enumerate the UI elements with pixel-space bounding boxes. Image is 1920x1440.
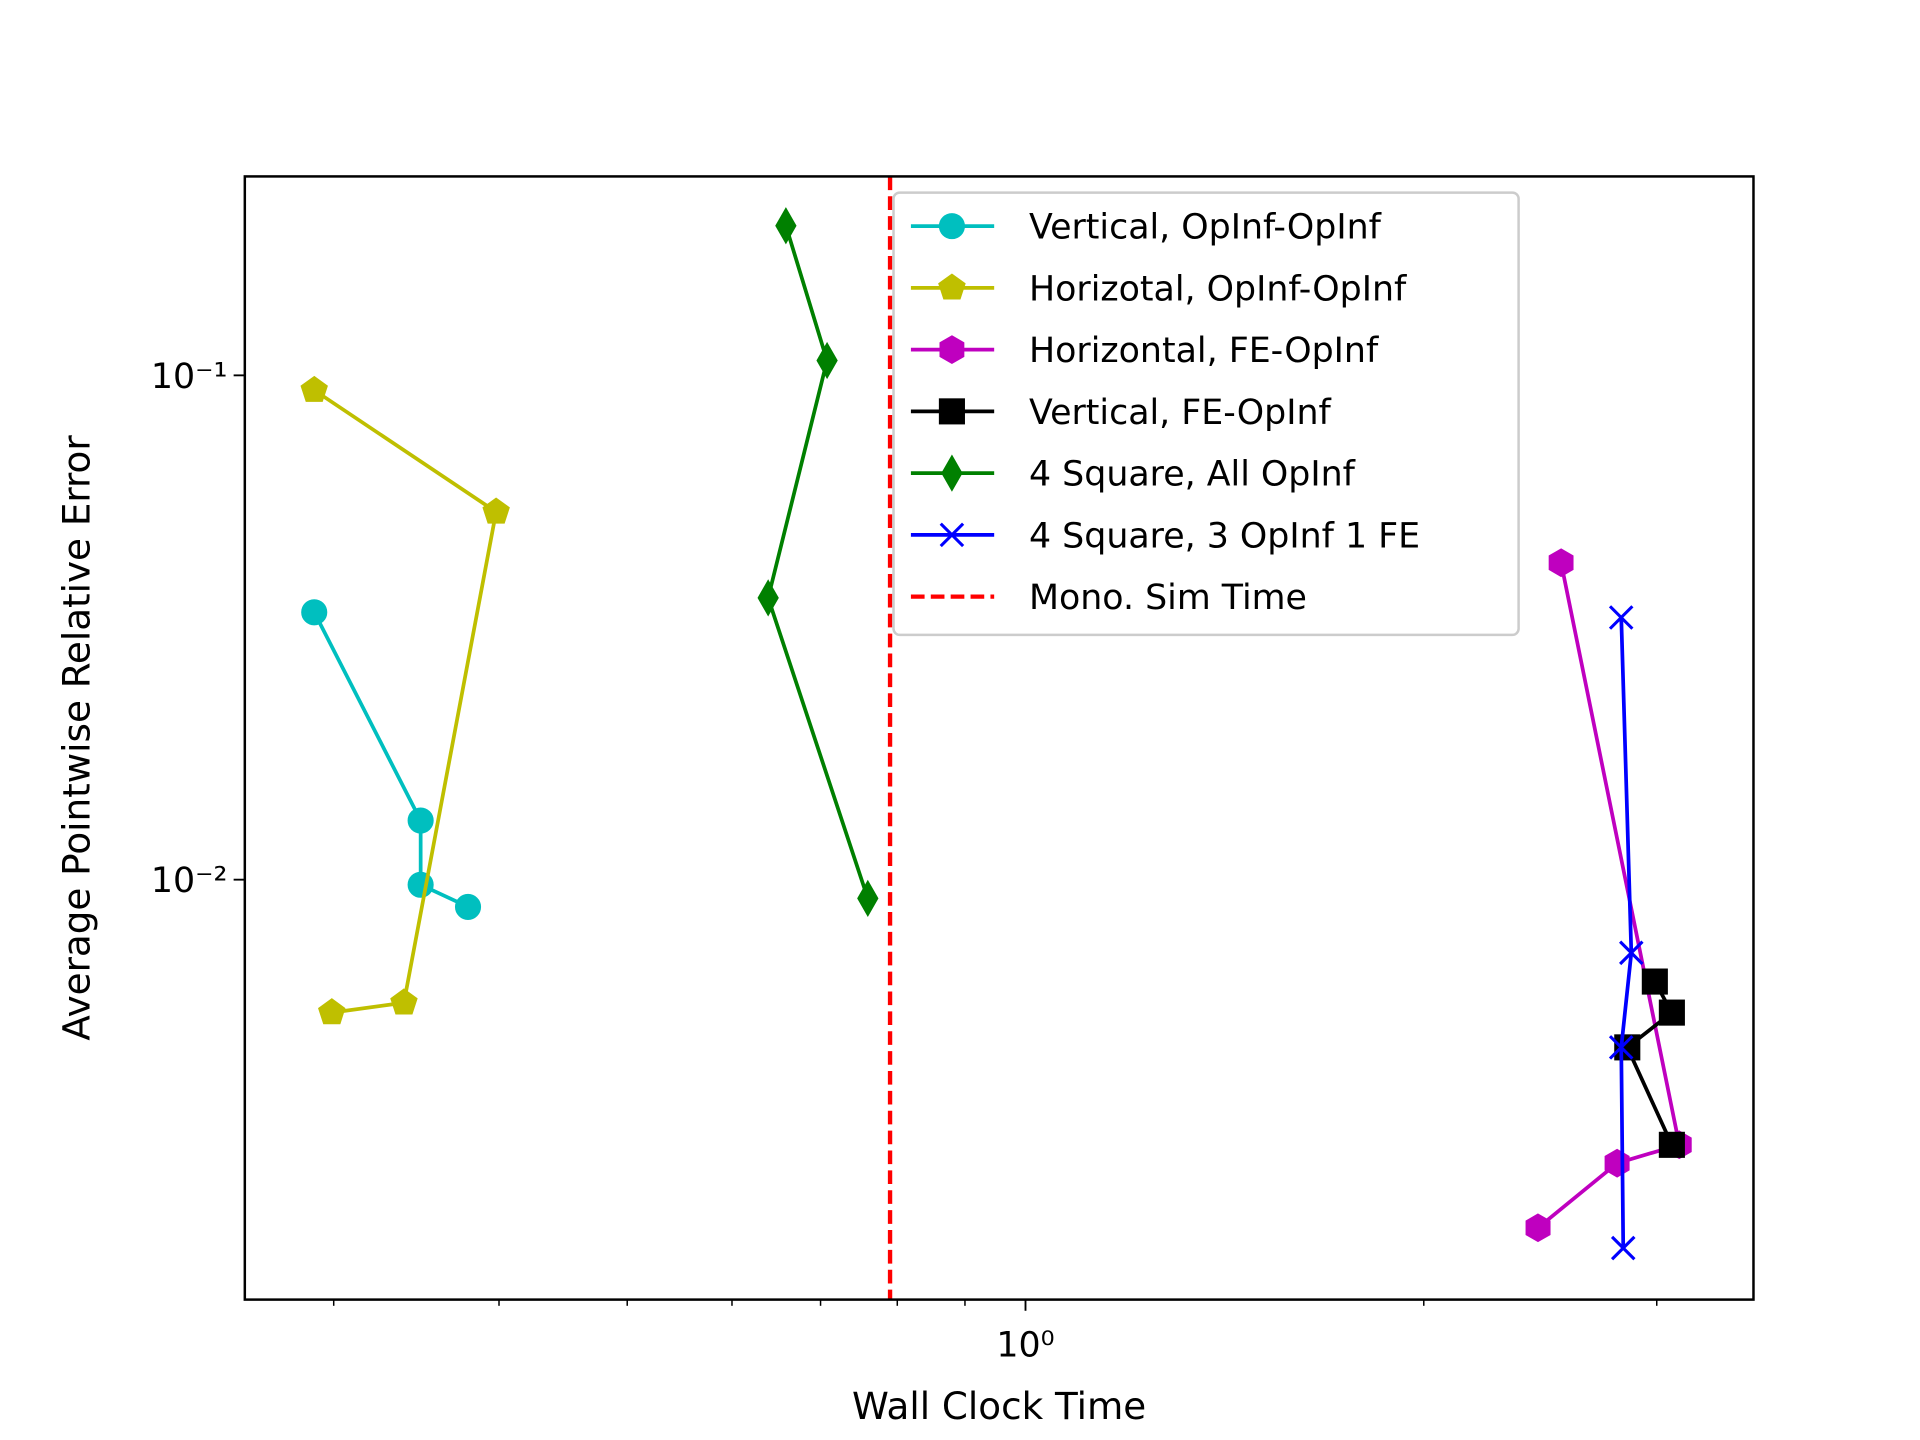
y-tick-label: 10⁻¹ — [151, 357, 228, 397]
marker — [1610, 1235, 1636, 1261]
y-tick-label: 10⁻² — [151, 861, 228, 901]
marker — [1548, 548, 1574, 578]
legend-label: Mono. Sim Time — [1029, 578, 1307, 618]
marker — [300, 375, 328, 402]
marker — [1641, 968, 1668, 995]
legend-marker — [941, 454, 963, 492]
series-line — [1536, 562, 1682, 1230]
marker — [1525, 1213, 1551, 1243]
marker — [454, 893, 482, 920]
marker — [390, 988, 418, 1015]
marker — [757, 579, 779, 617]
y-axis-label: Average Pointwise Relative Error — [54, 435, 98, 1041]
marker — [482, 497, 510, 524]
legend-label: 4 Square, All OpInf — [1029, 455, 1356, 495]
legend-label: Horizontal, FE-OpInf — [1029, 331, 1379, 371]
plot-area — [300, 176, 1692, 1300]
legend-label: Vertical, FE-OpInf — [1029, 393, 1332, 433]
legend-label: Horizotal, OpInf-OpInf — [1029, 269, 1407, 309]
marker — [301, 599, 328, 626]
legend-marker — [939, 522, 965, 548]
series-line — [1625, 980, 1675, 1146]
marker — [857, 879, 879, 918]
marker — [1658, 999, 1685, 1026]
x-axis-label: Wall Clock Time — [852, 1384, 1146, 1428]
series-line — [766, 225, 870, 900]
legend-marker — [939, 335, 965, 365]
marker — [816, 341, 838, 380]
x-tick-label: 10⁰ — [996, 1326, 1054, 1366]
marker — [1619, 940, 1644, 966]
marker — [1608, 605, 1634, 630]
legend-marker — [938, 273, 966, 300]
marker — [1614, 1034, 1641, 1061]
legend-marker — [938, 398, 965, 425]
legend-marker — [938, 213, 965, 240]
legend-box — [892, 191, 1520, 637]
marker — [1658, 1131, 1685, 1158]
legend-label: 4 Square, 3 OpInf 1 FE — [1029, 516, 1420, 556]
marker — [1608, 1035, 1634, 1060]
series-line — [313, 388, 499, 1015]
marker — [318, 998, 346, 1025]
marker — [775, 207, 797, 245]
series-line — [312, 611, 469, 909]
marker — [1604, 1148, 1630, 1178]
legend-label: Vertical, OpInf-OpInf — [1029, 208, 1382, 248]
series-line — [1619, 617, 1634, 1249]
marker — [407, 807, 434, 834]
plot-frame — [243, 175, 1755, 1301]
